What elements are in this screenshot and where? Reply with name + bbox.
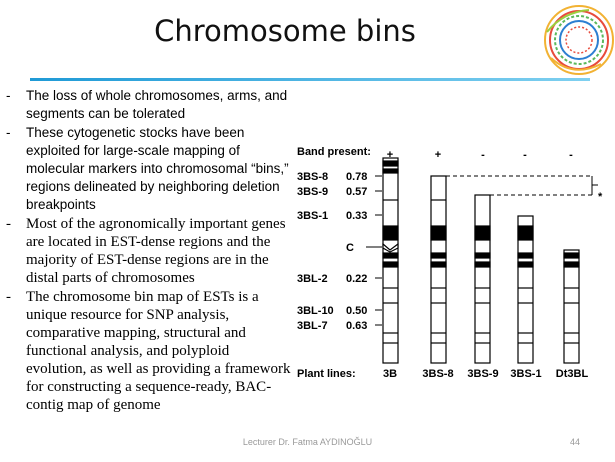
plant-lines-label: Plant lines: — [297, 368, 356, 380]
bullet-marker: - — [6, 88, 11, 103]
plant-line-name: 3BS-1 — [510, 368, 541, 380]
bullet-item: - The loss of whole chromosomes, arms, a… — [6, 87, 291, 123]
bin-value: 0.63 — [346, 320, 367, 332]
asterisk-marker: * — [598, 191, 603, 203]
bullet-marker: - — [6, 125, 11, 140]
bullet-list: - The loss of whole chromosomes, arms, a… — [6, 87, 291, 414]
plant-line-name: Dt3BL — [556, 368, 589, 380]
bin-name: 3BL-10 — [297, 305, 334, 317]
bin-value: 0.78 — [346, 171, 367, 183]
page-number: 44 — [570, 437, 581, 447]
bin-value: 0.33 — [346, 210, 367, 222]
chromosome-3bs-1 — [517, 215, 534, 364]
band-sign: + — [387, 149, 393, 161]
bin-name: 3BS-9 — [297, 186, 328, 198]
bullet-item: - The chromosome bin map of ESTs is a un… — [6, 288, 291, 414]
bullet-item: - These cytogenetic stocks have been exp… — [6, 124, 291, 214]
bullet-marker: - — [6, 216, 11, 232]
plant-line-name: 3BS-8 — [422, 368, 453, 380]
bullet-text: These cytogenetic stocks have been explo… — [26, 125, 289, 212]
plant-line-name: 3B — [383, 368, 397, 380]
band-sign: - — [481, 149, 485, 161]
bin-bracket — [446, 175, 598, 196]
chromosome-3bs-8 — [430, 175, 447, 364]
slide-title: Chromosome bins — [154, 14, 416, 48]
bullet-item: - Most of the agronomically important ge… — [6, 215, 291, 287]
band-sign: - — [569, 149, 573, 161]
band-sign: + — [435, 149, 441, 161]
plant-line-name: 3BS-9 — [467, 368, 498, 380]
bin-value: 0.57 — [346, 186, 367, 198]
bullet-text: The loss of whole chromosomes, arms, and… — [26, 88, 288, 121]
bin-name: 3BL-2 — [297, 273, 328, 285]
bullet-marker: - — [6, 289, 11, 305]
bin-name: 3BS-8 — [297, 171, 328, 183]
chromosome-3bs-9 — [474, 194, 491, 364]
bullet-text: The chromosome bin map of ESTs is a uniq… — [26, 289, 291, 413]
chromosome-dt3bl — [563, 249, 580, 364]
slide-footer: Lecturer Dr. Fatma AYDINOĞLU — [242, 437, 373, 447]
bin-name: 3BS-1 — [297, 210, 328, 222]
bin-value: 0.22 — [346, 273, 367, 285]
centromere-label: C — [346, 242, 354, 254]
bin-value: 0.50 — [346, 305, 367, 317]
chromosome-3b — [382, 157, 399, 364]
title-underline — [30, 78, 590, 81]
university-logo-icon — [544, 5, 614, 75]
band-sign: - — [523, 149, 527, 161]
bullet-text: Most of the agronomically important gene… — [26, 216, 286, 286]
deletion-bin-figure: Band present: + + - - - 3BS-8 0.78 3BS-9… — [292, 138, 615, 388]
pointer-arrows — [366, 175, 382, 326]
band-present-label: Band present: — [297, 146, 371, 158]
bin-name: 3BL-7 — [297, 320, 328, 332]
